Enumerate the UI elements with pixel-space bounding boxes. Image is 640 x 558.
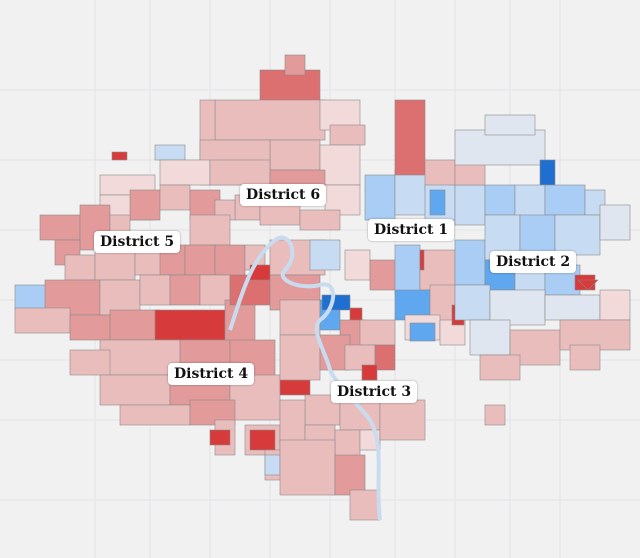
precinct [319,144,361,186]
precinct [489,289,546,326]
precinct [184,244,216,276]
precinct [284,54,306,76]
precinct [154,309,226,341]
precinct [189,214,231,246]
precinct [214,99,326,141]
precinct [279,399,306,446]
precinct [264,454,281,476]
precinct [321,294,351,311]
precinct [269,139,321,171]
precinct [364,174,396,221]
precinct [334,454,366,496]
precinct [599,289,631,321]
precinct [577,279,599,291]
precinct [94,249,136,281]
river [228,235,382,521]
precinct [99,279,141,316]
precinct [214,244,246,276]
precinct [484,184,516,216]
precinct [544,294,601,321]
district-4-label: District 4 [168,363,255,385]
precinct [249,429,276,451]
precinct [159,159,211,186]
precinct [554,214,601,256]
district-5-label: District 5 [94,231,181,253]
district-2-label: District 2 [490,251,577,273]
precinct [159,184,191,211]
precinct [419,249,425,271]
precinct [279,439,336,496]
district-3-label: District 3 [331,381,418,403]
precinct [419,249,456,291]
precinct [309,239,341,271]
precinct [279,379,311,396]
precinct [454,184,486,226]
precinct [394,244,421,296]
precinct [359,319,396,346]
precinct [539,159,556,186]
precinct [454,239,486,286]
precinct [344,249,371,281]
precinct [394,99,426,176]
precinct [374,344,396,371]
precinct [69,349,111,376]
district-6-label: District 6 [240,184,327,206]
precinct [39,214,81,241]
precinct [519,214,556,256]
precinct [569,344,601,371]
river-path [228,235,382,521]
precinct [394,169,431,216]
precinct [484,114,536,136]
precinct [154,144,186,161]
precinct [209,429,231,446]
precinct [64,254,96,281]
precinct [329,124,366,146]
precinct [111,151,128,161]
precinct [299,209,341,231]
precinct [514,184,546,221]
precinct [69,314,111,341]
precinct [429,189,446,216]
precinct [119,404,191,426]
precinct [454,284,491,321]
precinct-layer [14,54,631,521]
precinct [361,364,378,381]
precinct [44,279,101,316]
precinct [349,489,381,521]
precinct [379,399,426,441]
precinct [99,374,171,406]
precinct [544,184,586,216]
precinct [484,404,506,426]
precinct [14,307,71,334]
precinct [409,322,436,342]
precinct [469,319,511,356]
precinct [129,189,161,221]
precinct [209,159,271,186]
precinct [479,354,521,381]
precinct [109,309,161,341]
precinct [279,299,321,336]
precinct [454,129,546,166]
precinct [279,334,321,381]
precinct [169,274,201,306]
district-1-label: District 1 [368,219,455,241]
precinct [139,274,171,306]
precinct [599,204,631,241]
precinct [179,339,231,366]
